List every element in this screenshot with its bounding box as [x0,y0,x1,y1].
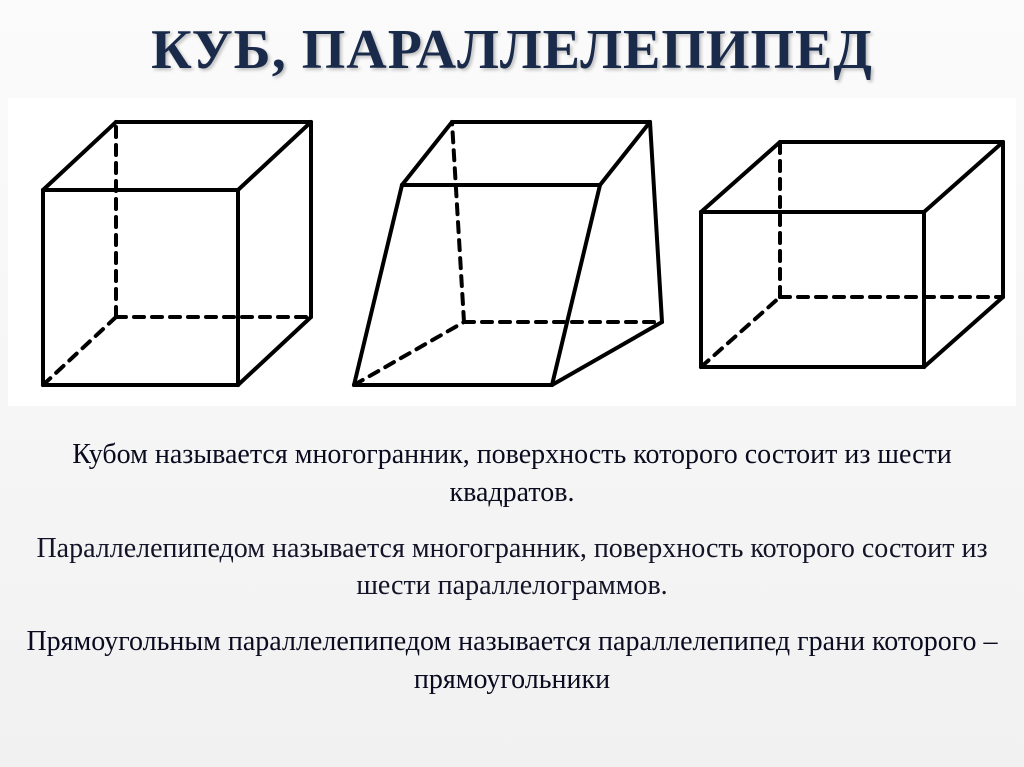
definitions: Кубом называется многогранник, поверхнос… [22,436,1002,699]
definition-parallelepiped: Параллелепипедом называется многогранник… [22,530,1002,606]
page-title: КУБ, ПАРАЛЛЕЛЕПИПЕД [0,18,1024,82]
figure-oblique-parallelepiped [342,107,672,397]
definition-cube: Кубом называется многогранник, поверхнос… [22,436,1002,512]
figure-rectangular-parallelepiped [681,122,1011,382]
figures-panel [8,98,1016,406]
definition-rectangular: Прямоугольным параллелепипедом называетс… [22,623,1002,699]
slide: КУБ, ПАРАЛЛЕЛЕПИПЕД Кубом называется мно… [0,0,1024,767]
figure-cube [13,107,333,397]
